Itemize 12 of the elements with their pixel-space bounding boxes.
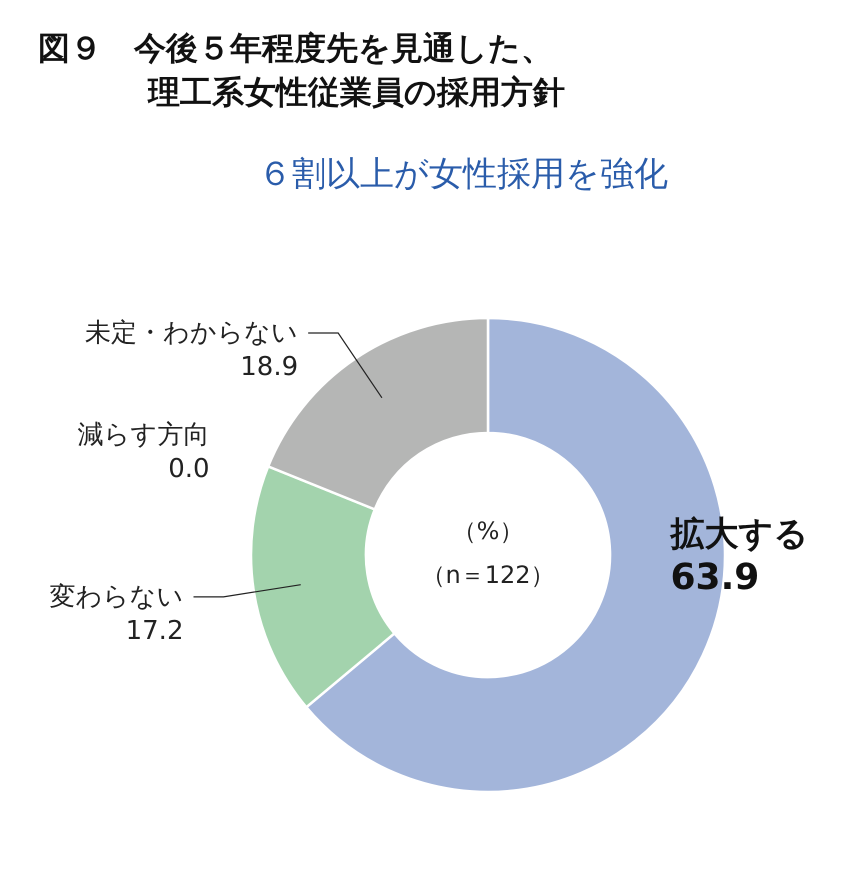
text: 0.0 — [168, 454, 210, 484]
slice-label: 拡大する — [669, 514, 808, 554]
text: （n＝122） — [421, 561, 555, 589]
chart-title: 図９ 今後５年程度先を見通した、理工系女性従業員の採用方針 — [38, 28, 566, 113]
data-label: 18.9 — [240, 352, 298, 382]
data-label: 17.2 — [126, 616, 184, 646]
slice-label: 変わらない — [49, 582, 184, 612]
chart-subtitle: ６割以上が女性採用を強化 — [258, 154, 668, 194]
text: （%） — [452, 517, 524, 545]
category-label: 減らす方向 — [78, 420, 210, 450]
data-label: 63.9 — [670, 557, 760, 598]
slice-label: 未定・わからない — [85, 318, 298, 348]
